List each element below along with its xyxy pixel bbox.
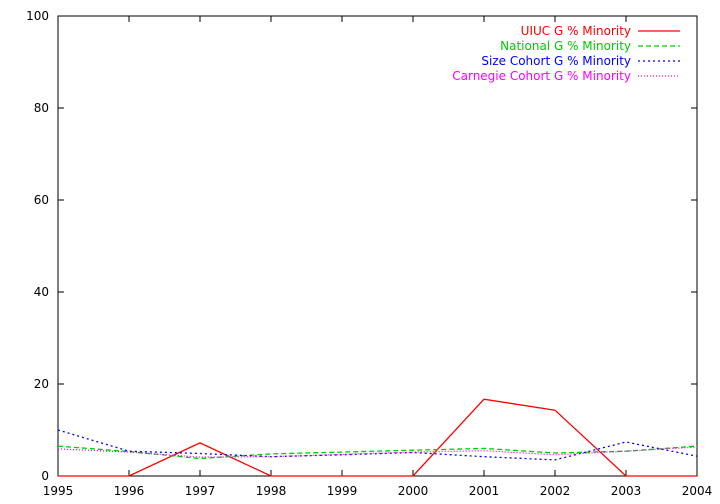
x-axis: 1995 1996 1997 1998 1999 2000 2001 2002 2003 2004 [43, 16, 713, 498]
legend-label-3: Size Cohort G % Minority [481, 54, 631, 68]
x-tick-label: 2004 [682, 484, 713, 498]
x-tick-label: 2002 [540, 484, 571, 498]
series-line-1 [58, 398, 697, 477]
plot-frame [57, 15, 698, 477]
y-tick-label: 40 [34, 285, 49, 299]
legend-label-2: National G % Minority [500, 39, 631, 53]
y-tick-label: 60 [34, 193, 49, 207]
x-tick-label: 1997 [185, 484, 216, 498]
x-tick-label: 2000 [398, 484, 429, 498]
plot-frame-group [57, 15, 698, 477]
series-line-4 [57, 446, 698, 458]
x-tick-label: 2001 [469, 484, 500, 498]
series-line-2 [57, 445, 698, 460]
y-tick-label: 80 [34, 101, 49, 115]
legend-label-4: Carnegie Cohort G % Minority [452, 69, 631, 83]
x-tick-label: 1995 [43, 484, 74, 498]
y-tick-label: 0 [41, 469, 49, 483]
y-tick-label: 100 [26, 9, 49, 23]
series-line-3 [57, 429, 698, 461]
y-tick-label: 20 [34, 377, 49, 391]
y-axis: 0 20 40 60 80 100 [26, 9, 697, 483]
x-tick-label: 1999 [327, 484, 358, 498]
x-tick-label: 1998 [256, 484, 287, 498]
series-lines [57, 398, 698, 477]
legend-label-1: UIUC G % Minority [521, 24, 631, 38]
x-tick-label: 2003 [611, 484, 642, 498]
x-tick-label: 1996 [114, 484, 145, 498]
